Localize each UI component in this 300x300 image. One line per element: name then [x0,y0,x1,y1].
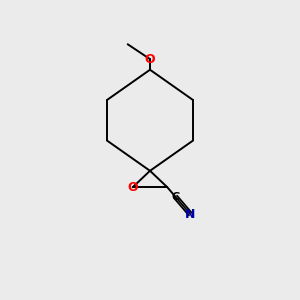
Text: N: N [185,208,196,221]
Text: O: O [128,181,138,194]
Text: C: C [172,192,180,202]
Text: O: O [145,52,155,66]
